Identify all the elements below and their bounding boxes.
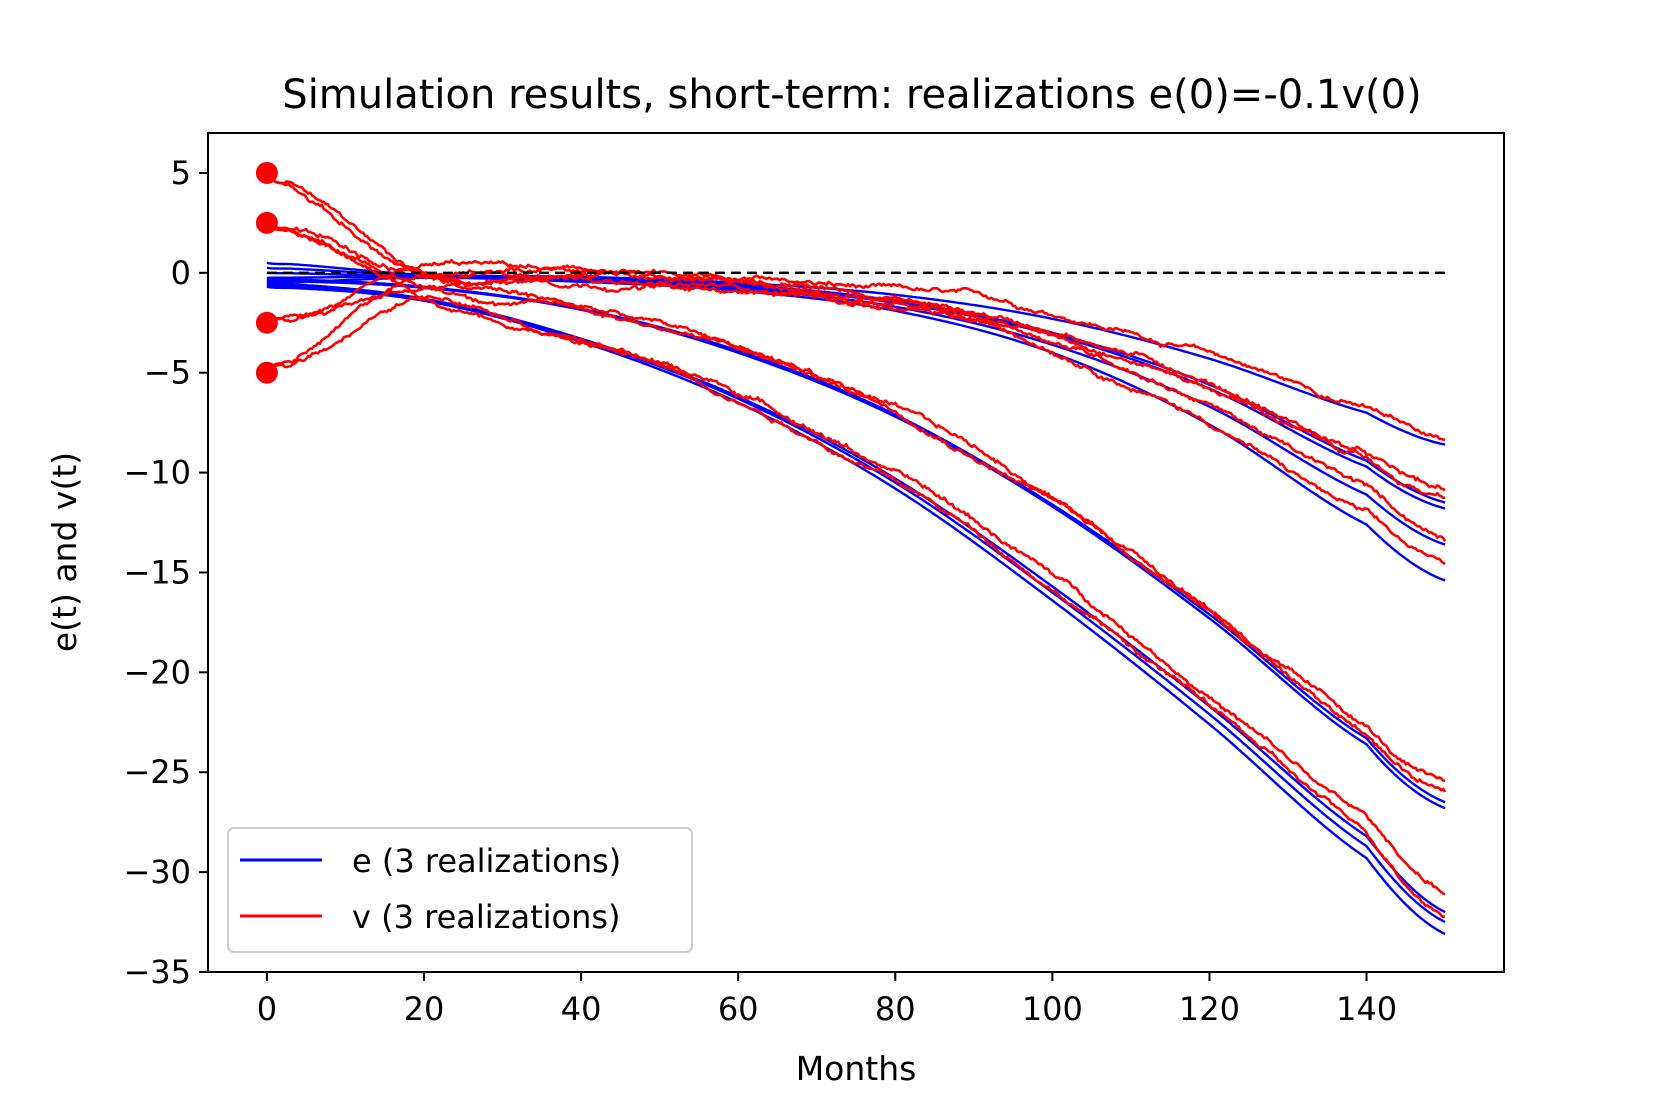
v-series-line-17	[265, 294, 1446, 896]
x-tick-label: 120	[1179, 990, 1240, 1028]
legend-label-v: v (3 realizations)	[352, 898, 621, 936]
y-tick-label: −10	[123, 454, 191, 492]
v-series-line-14	[265, 172, 1446, 566]
legend-box	[227, 827, 693, 953]
x-tick-label: 60	[718, 990, 759, 1028]
axes-frame	[207, 132, 1505, 973]
v-series-line-15	[265, 222, 1446, 783]
x-tick-label: 0	[257, 990, 277, 1028]
x-axis-label: Months	[796, 1049, 917, 1088]
initial-point-marker-0	[255, 161, 278, 184]
chart-title: Simulation results, short-term: realizat…	[282, 72, 1421, 118]
y-tick-label: 0	[171, 254, 191, 292]
legend: e (3 realizations) v (3 realizations)	[227, 827, 693, 953]
v-series-line-16	[266, 282, 1447, 793]
y-tick-label: −5	[144, 354, 191, 392]
y-tick-label: −35	[123, 953, 191, 991]
x-tick-label: 100	[1022, 990, 1083, 1028]
y-axis: 5 0 −5 −10 −15 −20 −25 −30 −35	[123, 154, 208, 991]
e-series-line-6	[266, 279, 1446, 810]
x-tick-label: 140	[1336, 990, 1397, 1028]
initial-point-marker-2	[255, 311, 278, 334]
plot-area	[255, 161, 1447, 936]
x-axis: 0 20 40 60 80 100 120 140	[257, 972, 1397, 1028]
initial-point-marker-1	[255, 211, 278, 234]
x-tick-label: 20	[404, 990, 445, 1028]
x-tick-label: 40	[561, 990, 602, 1028]
initial-point-marker-3	[255, 361, 278, 384]
x-tick-label: 80	[875, 990, 916, 1028]
legend-label-e: e (3 realizations)	[352, 842, 621, 880]
y-tick-label: −15	[123, 553, 191, 591]
y-tick-label: −20	[123, 653, 191, 691]
y-tick-label: 5	[171, 154, 191, 192]
v-series-line-18	[265, 222, 1446, 919]
y-axis-label: e(t) and v(t)	[45, 452, 84, 652]
y-tick-label: −25	[123, 753, 191, 791]
v-series-line-12	[266, 258, 1446, 500]
y-tick-label: −30	[123, 853, 191, 891]
